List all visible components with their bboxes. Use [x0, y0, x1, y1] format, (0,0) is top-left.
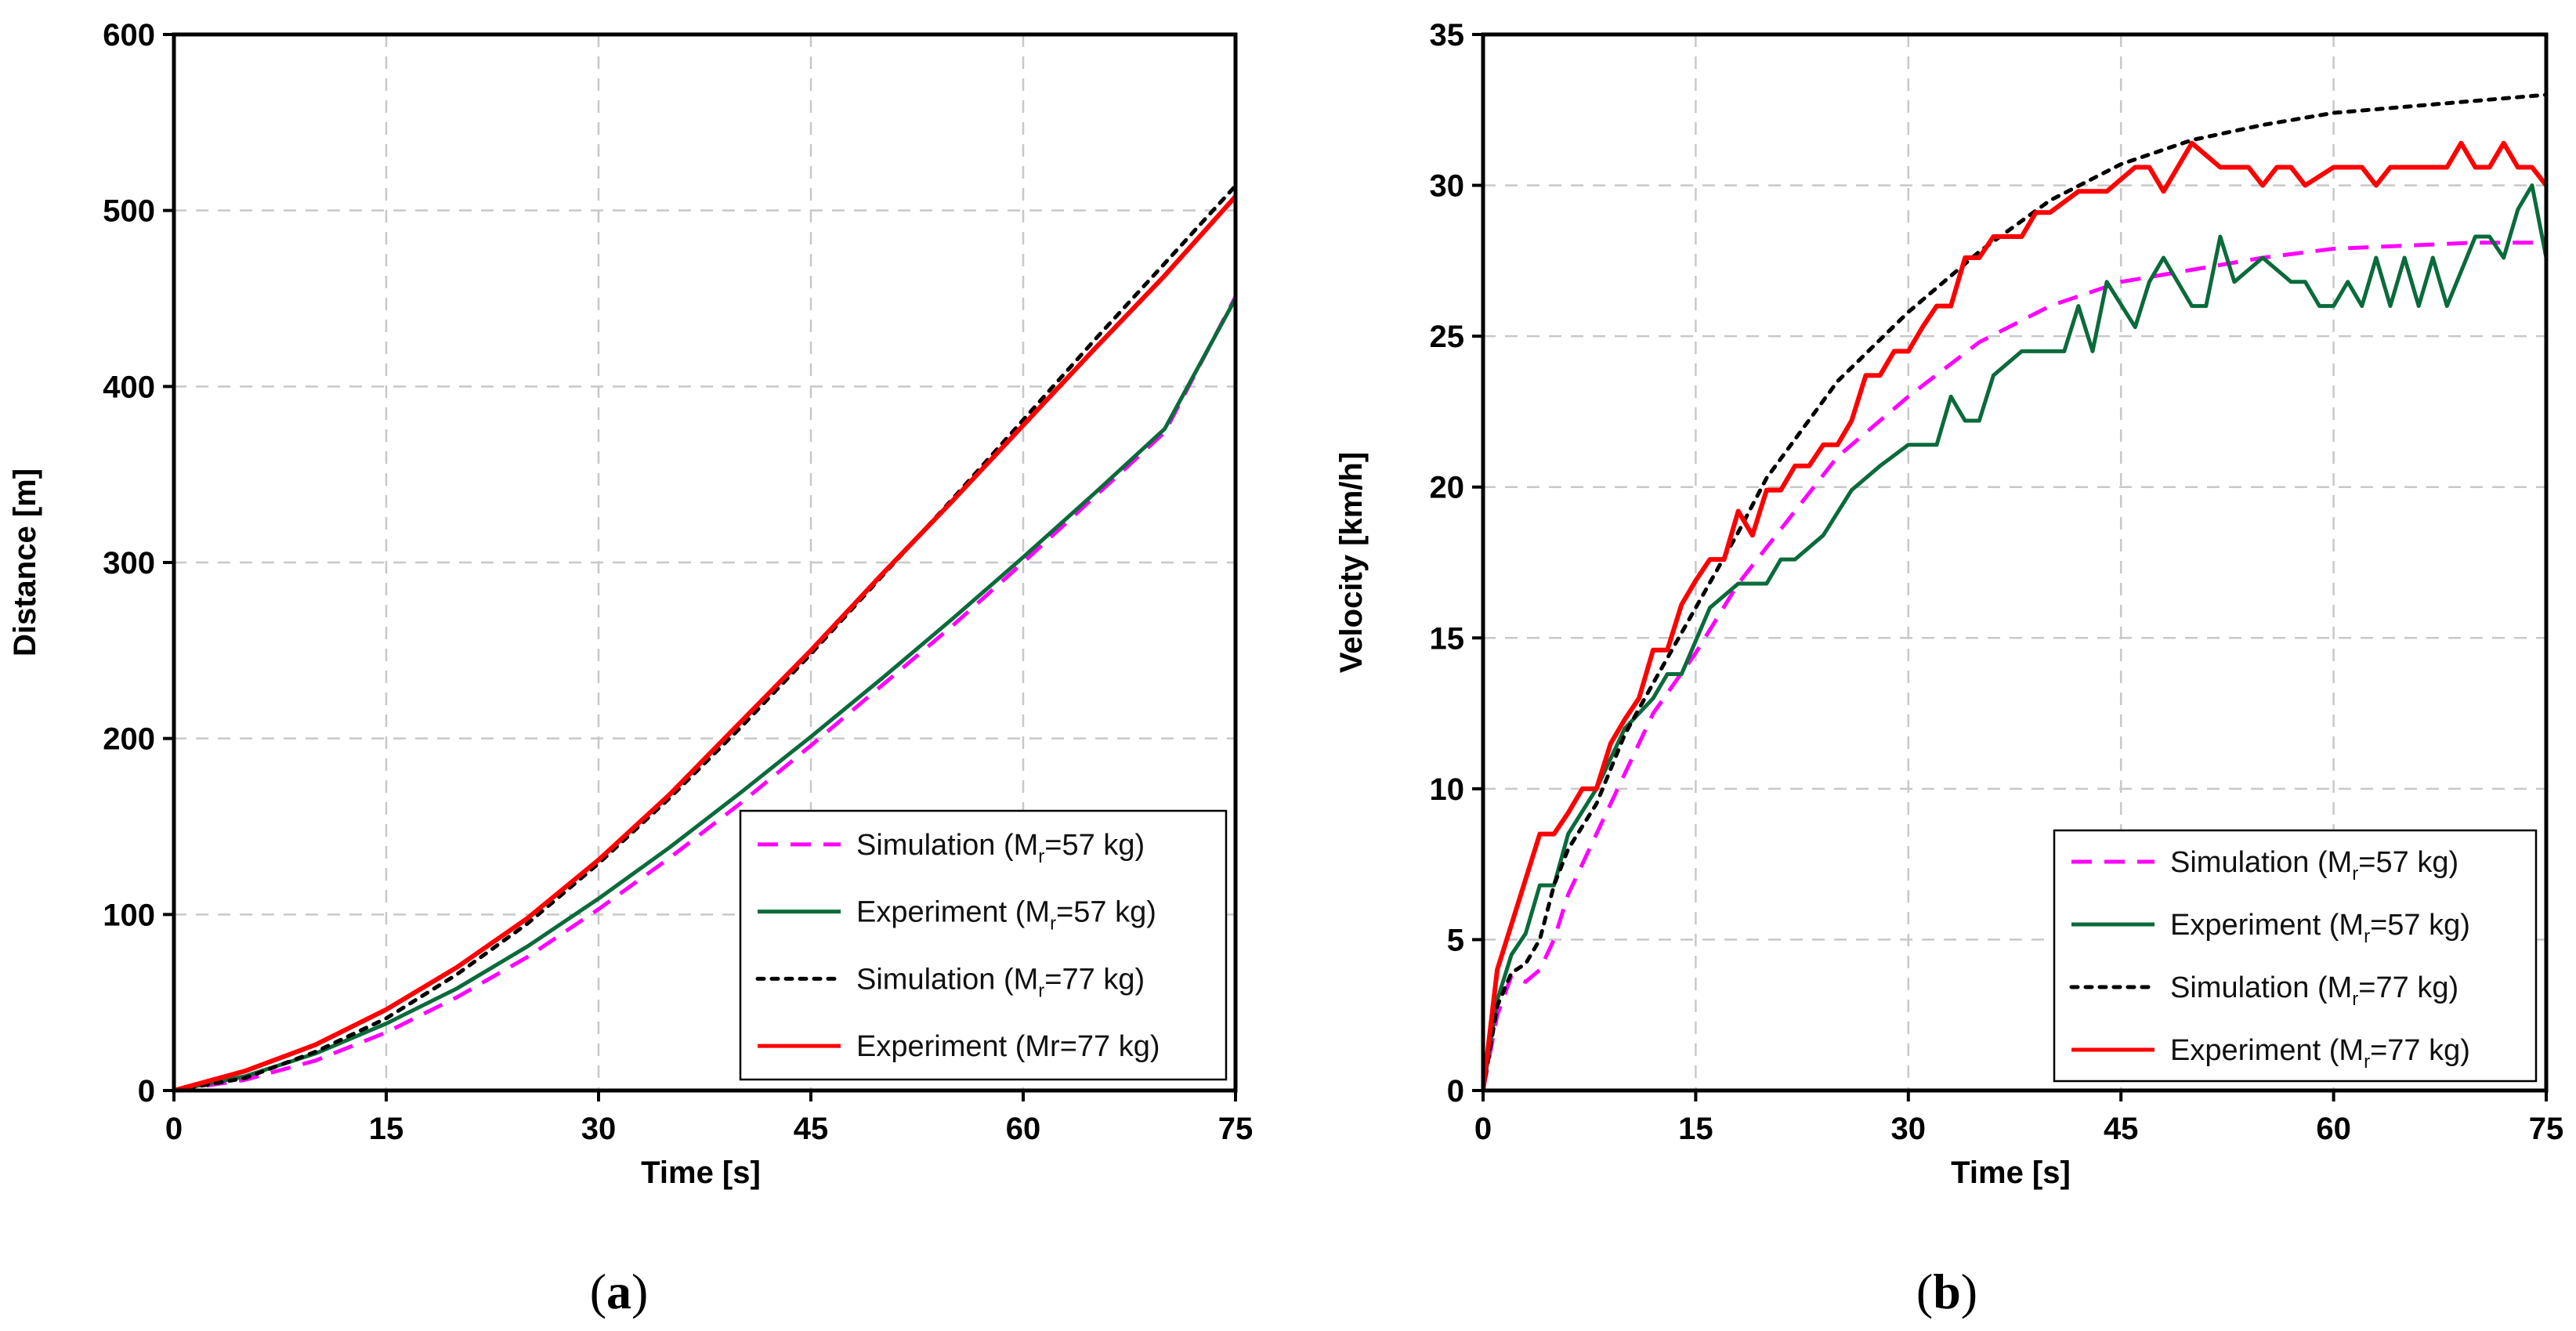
legend-text-main: Experiment (M [856, 896, 1050, 929]
legend-text-main: Experiment (M [2170, 909, 2364, 942]
series-line-1 [1483, 241, 2546, 1090]
panel-label: (a) [590, 1264, 649, 1319]
y-tick-label: 10 [1430, 772, 1465, 807]
legend: Simulation (Mr=57 kg)Experiment (Mr=57 k… [739, 809, 1228, 1081]
legend-text-subscript: r [2364, 1051, 2370, 1072]
legend-text-main: Simulation (M [2170, 971, 2352, 1004]
legend-text-main: Experiment (M [2170, 1034, 2364, 1067]
legend-text-subscript: r [2352, 863, 2358, 884]
legend-entry-3: Simulation (Mr=77 kg) [2170, 971, 2458, 1010]
legend-entry-4: Experiment (Mr=77 kg) [2170, 1034, 2470, 1072]
series-line-3 [174, 183, 1236, 1090]
legend-entry-1: Simulation (Mr=57 kg) [856, 829, 1145, 867]
legend-text-rest: =57 kg) [1056, 896, 1156, 929]
y-tick-label: 400 [103, 370, 155, 404]
legend-text-rest: =77 kg) [2358, 971, 2458, 1004]
y-tick-label: 35 [1430, 18, 1465, 52]
panel-label-letter: a [606, 1264, 631, 1319]
panel-label-letter: b [1933, 1264, 1961, 1319]
panel-label: (b) [1916, 1264, 1977, 1319]
x-tick-label: 15 [369, 1112, 404, 1146]
y-axis-label: Distance [m] [8, 468, 42, 656]
legend-text-main: Simulation (M [856, 829, 1038, 862]
legend-text-subscript: r [2352, 989, 2358, 1010]
panel-label-paren-open: ( [590, 1264, 606, 1319]
y-tick-label: 5 [1447, 923, 1464, 957]
legend-entry-2: Experiment (Mr=57 kg) [856, 896, 1156, 935]
legend-entry-3: Simulation (Mr=77 kg) [856, 963, 1145, 1001]
chart-panel-b: 0 15 30 45 60 75 0 5 10 15 20 25 30 35 Time [s] Velocit… [1334, 18, 2563, 1319]
legend-text-subscript: r [1038, 846, 1044, 867]
x-tick-label: 75 [1218, 1112, 1254, 1146]
panel-label-paren-open: ( [1916, 1264, 1933, 1319]
y-tick-label: 200 [103, 722, 155, 757]
legend-text-rest: =77 kg) [2370, 1034, 2470, 1067]
series-group [1483, 92, 2546, 1090]
series-line-2 [1483, 183, 2546, 1090]
y-tick-label: 500 [103, 194, 155, 229]
y-tick-label: 0 [138, 1074, 155, 1109]
legend-box [2053, 829, 2538, 1083]
legend-text-main: Simulation (M [856, 963, 1038, 996]
legend-entry-1: Simulation (Mr=57 kg) [2170, 846, 2458, 884]
y-tick-label: 600 [103, 18, 155, 52]
series-line-2 [174, 297, 1236, 1090]
x-tick-label: 0 [1474, 1112, 1492, 1146]
panel-label-paren-close: ) [1961, 1264, 1977, 1319]
series-line-1 [174, 295, 1236, 1090]
legend-text-subscript: r [1038, 980, 1044, 1001]
legend-entry-2: Experiment (Mr=57 kg) [2170, 909, 2470, 947]
y-tick-label: 0 [1447, 1074, 1464, 1109]
x-tick-label: 15 [1678, 1112, 1713, 1146]
legend-text-rest: =57 kg) [1044, 829, 1145, 862]
x-axis-label: Time [s] [641, 1156, 761, 1190]
y-tick-label: 20 [1430, 471, 1465, 505]
x-tick-label: 30 [581, 1112, 617, 1146]
legend-entry-4: Experiment (Mr=77 kg) [856, 1030, 1160, 1063]
series-line-3 [1483, 92, 2546, 1090]
x-tick-label: 60 [1006, 1112, 1041, 1146]
plot-frame [1481, 32, 2549, 1093]
chart-panel-a: 0 15 30 45 60 75 0 100 200 300 400 500 600 Time [s] Di… [8, 18, 1253, 1319]
legend-text-rest: =57 kg) [2358, 846, 2458, 879]
x-tick-label: 0 [165, 1112, 183, 1146]
x-tick-label: 30 [1891, 1112, 1927, 1146]
x-tick-label: 45 [794, 1112, 829, 1146]
x-tick-label: 60 [2316, 1112, 2351, 1146]
x-axis-label: Time [s] [1951, 1156, 2071, 1190]
legend-text-main: Experiment (Mr=77 kg) [856, 1030, 1160, 1063]
legend-text-rest: =57 kg) [2370, 909, 2470, 942]
legend: Simulation (Mr=57 kg)Experiment (Mr=57 k… [2053, 829, 2538, 1083]
x-tick-label: 45 [2104, 1112, 2139, 1146]
series-line-4 [174, 194, 1236, 1090]
panel-label-paren-close: ) [631, 1264, 648, 1319]
y-tick-label: 25 [1430, 320, 1465, 354]
legend-text-rest: =77 kg) [1044, 963, 1145, 996]
legend-box [739, 809, 1228, 1081]
y-tick-label: 15 [1430, 621, 1465, 656]
legend-text-subscript: r [2364, 926, 2370, 947]
legend-text-main: Simulation (M [2170, 846, 2352, 879]
y-tick-label: 100 [103, 898, 155, 932]
y-tick-label: 30 [1430, 169, 1465, 204]
series-group [174, 183, 1236, 1090]
y-axis-label: Velocity [km/h] [1334, 452, 1369, 673]
x-tick-label: 75 [2529, 1112, 2564, 1146]
series-line-4 [1483, 140, 2546, 1090]
legend-text-subscript: r [1050, 913, 1056, 935]
y-tick-label: 300 [103, 546, 155, 581]
